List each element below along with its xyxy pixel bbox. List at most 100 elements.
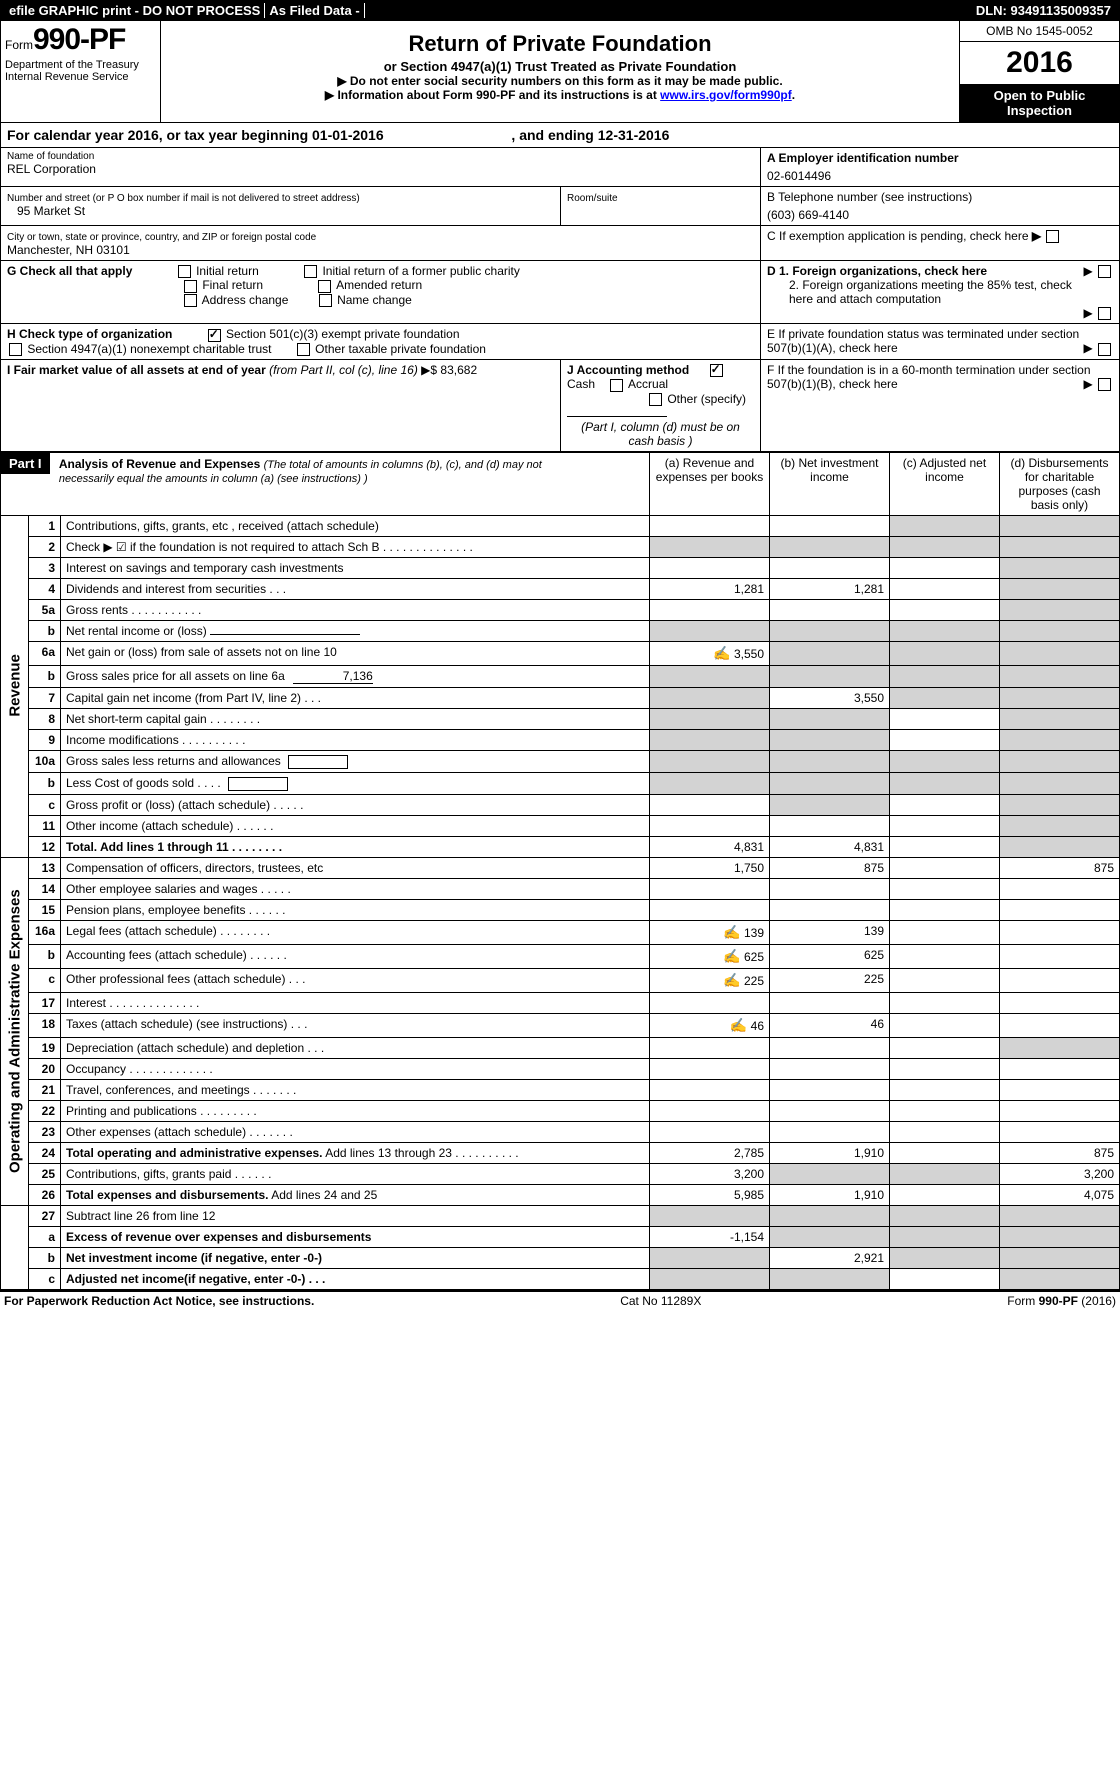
dln-text: DLN: 93491135009357 xyxy=(972,3,1115,18)
c-checkbox[interactable] xyxy=(1046,230,1059,243)
cell-shaded xyxy=(1000,750,1120,772)
cell-shaded xyxy=(1000,599,1120,620)
arrow-icon: ▶ xyxy=(1032,229,1041,243)
j-accrual-check[interactable] xyxy=(610,379,623,392)
value-cell xyxy=(890,794,1000,815)
value-cell xyxy=(650,815,770,836)
row-number: 27 xyxy=(29,1205,61,1226)
hand-icon[interactable]: ✍ xyxy=(723,948,740,964)
value-cell xyxy=(890,1058,1000,1079)
value-cell xyxy=(650,878,770,899)
row-label: Interest on savings and temporary cash i… xyxy=(61,557,650,578)
cell-shaded xyxy=(1000,1268,1120,1289)
g-check-2[interactable] xyxy=(184,280,197,293)
row-number: 23 xyxy=(29,1121,61,1142)
row-label: Taxes (attach schedule) (see instruction… xyxy=(61,1013,650,1037)
dept-text: Department of the Treasury xyxy=(5,59,156,71)
cell-shaded xyxy=(770,620,890,641)
name-label: Name of foundation xyxy=(7,151,754,162)
tax-year: 2016 xyxy=(960,42,1119,84)
h-check-1[interactable] xyxy=(208,329,221,342)
value-cell xyxy=(890,1037,1000,1058)
cell-shaded xyxy=(890,1163,1000,1184)
cell-shaded xyxy=(1000,536,1120,557)
value-cell: 5,985 xyxy=(650,1184,770,1205)
i-arrow: ▶$ xyxy=(421,363,440,377)
h-check-2[interactable] xyxy=(9,343,22,356)
g-opt-0: Initial return xyxy=(196,264,259,278)
value-cell xyxy=(1000,920,1120,944)
cell-shaded xyxy=(890,1247,1000,1268)
row-number: 5a xyxy=(29,599,61,620)
value-cell xyxy=(890,1079,1000,1100)
value-cell xyxy=(1000,1100,1120,1121)
value-cell xyxy=(770,599,890,620)
hand-icon[interactable]: ✍ xyxy=(723,972,740,988)
form-subtitle: or Section 4947(a)(1) Trust Treated as P… xyxy=(169,59,951,74)
hand-icon[interactable]: ✍ xyxy=(713,645,730,661)
d1-check[interactable] xyxy=(1098,265,1111,278)
row-label: Other professional fees (attach schedule… xyxy=(61,968,650,992)
form-header: Form990-PF Department of the Treasury In… xyxy=(0,21,1120,123)
cell-shaded xyxy=(650,729,770,750)
header-note2: ▶ Information about Form 990-PF and its … xyxy=(169,88,951,102)
row-number: c xyxy=(29,1268,61,1289)
cell-shaded xyxy=(650,772,770,794)
row-number: 25 xyxy=(29,1163,61,1184)
open-public: Open to Public Inspection xyxy=(960,84,1119,122)
h-opt-3: Other taxable private foundation xyxy=(315,342,486,356)
cell-shaded xyxy=(1000,772,1120,794)
row-label: Net rental income or (loss) xyxy=(61,620,650,641)
value-cell xyxy=(890,878,1000,899)
value-cell xyxy=(770,1121,890,1142)
page-footer: For Paperwork Reduction Act Notice, see … xyxy=(0,1290,1120,1310)
g-check-3[interactable] xyxy=(318,280,331,293)
g-check-4[interactable] xyxy=(184,294,197,307)
row-label: Contributions, gifts, grants, etc , rece… xyxy=(61,515,650,536)
value-cell xyxy=(650,794,770,815)
irs-link[interactable]: www.irs.gov/form990pf xyxy=(660,88,792,102)
value-cell: 875 xyxy=(1000,857,1120,878)
row-number: c xyxy=(29,968,61,992)
value-cell: ✍ 139 xyxy=(650,920,770,944)
j-cash-check[interactable] xyxy=(710,364,723,377)
cell-shaded xyxy=(770,772,890,794)
row-label: Pension plans, employee benefits . . . .… xyxy=(61,899,650,920)
foundation-name: REL Corporation xyxy=(7,162,754,176)
cell-shaded xyxy=(770,1268,890,1289)
g-check-5[interactable] xyxy=(319,294,332,307)
g-check-1[interactable] xyxy=(304,265,317,278)
hand-icon[interactable]: ✍ xyxy=(730,1017,747,1033)
f-check[interactable] xyxy=(1098,378,1111,391)
cell-shaded xyxy=(770,536,890,557)
value-cell xyxy=(770,878,890,899)
value-cell: 875 xyxy=(770,857,890,878)
note2-pre: ▶ Information about Form 990-PF and its … xyxy=(325,88,660,102)
cell-shaded xyxy=(770,750,890,772)
h-opt-2: Section 4947(a)(1) nonexempt charitable … xyxy=(27,342,271,356)
d2-check[interactable] xyxy=(1098,307,1111,320)
part1-label: Part I xyxy=(1,453,50,474)
e-check[interactable] xyxy=(1098,343,1111,356)
cell-shaded xyxy=(1000,1226,1120,1247)
h-check-3[interactable] xyxy=(297,343,310,356)
e-label: E If private foundation status was termi… xyxy=(767,327,1079,355)
cell-shaded xyxy=(650,708,770,729)
value-cell xyxy=(1000,1058,1120,1079)
section-label: Revenue xyxy=(1,515,29,857)
row-label: Depreciation (attach schedule) and deple… xyxy=(61,1037,650,1058)
value-cell: ✍ 225 xyxy=(650,968,770,992)
value-cell xyxy=(890,857,1000,878)
row-label: Net investment income (if negative, ente… xyxy=(61,1247,650,1268)
value-cell xyxy=(890,899,1000,920)
row-label: Accounting fees (attach schedule) . . . … xyxy=(61,944,650,968)
row-label: Income modifications . . . . . . . . . . xyxy=(61,729,650,750)
g-check-0[interactable] xyxy=(178,265,191,278)
cell-shaded xyxy=(890,515,1000,536)
j-other-check[interactable] xyxy=(649,393,662,406)
row-number: 10a xyxy=(29,750,61,772)
footer-right: Form 990-PF (2016) xyxy=(1007,1294,1116,1308)
hand-icon[interactable]: ✍ xyxy=(723,924,740,940)
value-cell xyxy=(1000,899,1120,920)
f-label: F If the foundation is in a 60-month ter… xyxy=(767,363,1091,391)
